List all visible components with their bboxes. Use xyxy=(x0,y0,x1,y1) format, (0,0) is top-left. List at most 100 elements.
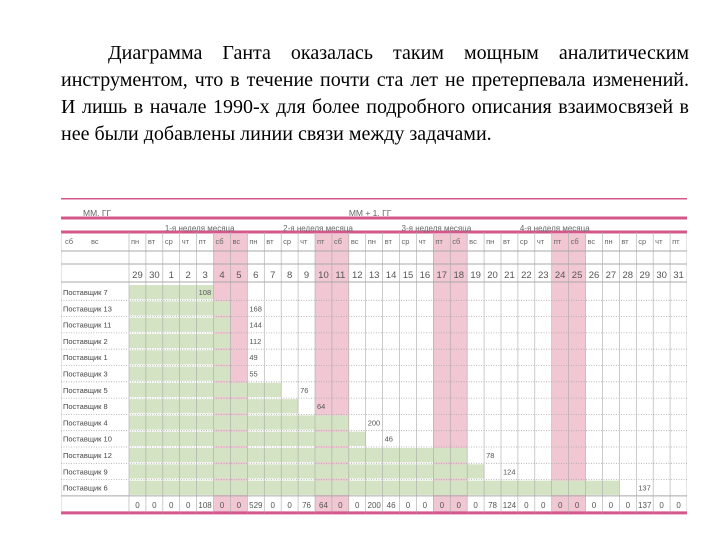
task-value-label: 168 xyxy=(249,304,262,313)
total-value: 0 xyxy=(152,501,157,510)
task-value-label: 137 xyxy=(638,484,651,493)
total-value: 0 xyxy=(659,501,664,510)
weekday-label: чт xyxy=(182,237,190,246)
day-number: 30 xyxy=(149,270,160,281)
weekday-label: вс xyxy=(351,237,359,246)
day-number: 31 xyxy=(673,270,684,281)
weekday-label: пт xyxy=(435,237,443,246)
month-label: ММ + 1. ГГ xyxy=(349,208,392,218)
weekday-label: сб xyxy=(216,237,224,246)
day-number: 29 xyxy=(132,270,143,281)
total-value: 76 xyxy=(302,501,311,510)
total-value: 137 xyxy=(638,501,652,510)
task-bar xyxy=(129,464,485,479)
weekday-label: пт xyxy=(672,237,680,246)
weekend-column xyxy=(551,234,569,513)
day-number: 24 xyxy=(555,270,566,281)
weekday-label: вт xyxy=(266,237,274,246)
task-name: Поставщик 1 xyxy=(63,353,108,362)
day-number: 2 xyxy=(186,270,191,281)
weekday-label: ср xyxy=(165,237,173,246)
task-value-label: 112 xyxy=(249,337,261,346)
day-number: 15 xyxy=(403,270,414,281)
task-name: Поставщик 8 xyxy=(63,402,108,411)
task-name: Поставщик 12 xyxy=(63,451,112,460)
day-number: 7 xyxy=(270,270,275,281)
day-number: 1 xyxy=(169,270,174,281)
task-value-label: 49 xyxy=(249,353,257,362)
weekday-label: сб xyxy=(334,237,342,246)
weekday-label: ср xyxy=(520,237,528,246)
total-value: 0 xyxy=(575,501,580,510)
weekend-column xyxy=(450,234,468,513)
total-value: 0 xyxy=(473,501,478,510)
weekday-label: чт xyxy=(655,237,663,246)
task-name: Поставщик 9 xyxy=(63,467,108,476)
day-number: 29 xyxy=(639,270,650,281)
day-number: 25 xyxy=(572,270,583,281)
weekday-label: ср xyxy=(638,237,646,246)
total-value: 529 xyxy=(249,501,263,510)
task-value-label: 55 xyxy=(249,370,257,379)
task-name: Поставщик 2 xyxy=(63,337,108,346)
total-value: 0 xyxy=(186,501,191,510)
weekday-label: чт xyxy=(418,237,426,246)
day-number: 17 xyxy=(437,270,448,281)
weekday-label: вс xyxy=(91,237,99,246)
total-value: 64 xyxy=(319,501,328,510)
gantt-chart: ММ. ГГ ММ + 1. ГГ 1-я неделя месяца 2-я нед… xyxy=(61,198,687,515)
weekday-label: ср xyxy=(283,237,291,246)
weekday-label: вт xyxy=(621,237,629,246)
day-number: 11 xyxy=(335,270,345,281)
weekday-label: вс xyxy=(232,237,240,246)
task-value-label: 200 xyxy=(368,418,381,427)
task-bar xyxy=(129,285,214,300)
weekend-column xyxy=(568,234,586,513)
total-value: 0 xyxy=(676,501,681,510)
task-name: Поставщик 4 xyxy=(63,418,108,427)
total-value: 0 xyxy=(457,501,462,510)
weekday-label: пт xyxy=(554,237,562,246)
task-name: Поставщик 13 xyxy=(63,304,112,313)
day-number: 21 xyxy=(504,270,515,281)
weekday-label: вт xyxy=(503,237,511,246)
task-bar xyxy=(129,415,349,430)
weekday-label: ср xyxy=(402,237,410,246)
day-number: 3 xyxy=(202,270,207,281)
day-number: 4 xyxy=(219,270,224,281)
total-value: 0 xyxy=(558,501,563,510)
task-name: Поставщик 11 xyxy=(63,321,111,330)
weekday-label: сб xyxy=(571,237,579,246)
weekday-label: сб xyxy=(65,237,73,246)
total-value: 0 xyxy=(440,501,445,510)
day-number: 22 xyxy=(521,270,532,281)
total-value: 0 xyxy=(271,501,276,510)
weekday-label: чт xyxy=(300,237,308,246)
day-number: 9 xyxy=(304,270,309,281)
day-number: 30 xyxy=(656,270,667,281)
weekday-label: вс xyxy=(469,237,477,246)
day-number: 16 xyxy=(420,270,431,281)
total-value: 0 xyxy=(237,501,242,510)
task-value-label: 144 xyxy=(249,321,262,330)
total-value: 46 xyxy=(387,501,396,510)
total-value: 0 xyxy=(338,501,343,510)
day-number: 19 xyxy=(470,270,481,281)
weekday-label: пн xyxy=(249,237,257,246)
day-number: 5 xyxy=(236,270,241,281)
task-value-label: 124 xyxy=(503,467,516,476)
week-label: 2-я неделя месяца xyxy=(283,224,353,233)
total-value: 200 xyxy=(368,501,382,510)
task-value-label: 78 xyxy=(486,451,494,460)
day-number: 18 xyxy=(453,270,464,281)
week-label: 3-я неделя месяца xyxy=(402,224,472,233)
task-value-label: 64 xyxy=(317,402,325,411)
task-value-label: 108 xyxy=(199,288,212,297)
day-number: 12 xyxy=(352,270,363,281)
weekday-label: пн xyxy=(604,237,612,246)
weekday-label: пн xyxy=(486,237,494,246)
task-name: Поставщик 6 xyxy=(63,484,108,493)
task-name: Поставщик 3 xyxy=(63,370,108,379)
day-number: 10 xyxy=(318,270,329,281)
day-number: 14 xyxy=(386,270,397,281)
